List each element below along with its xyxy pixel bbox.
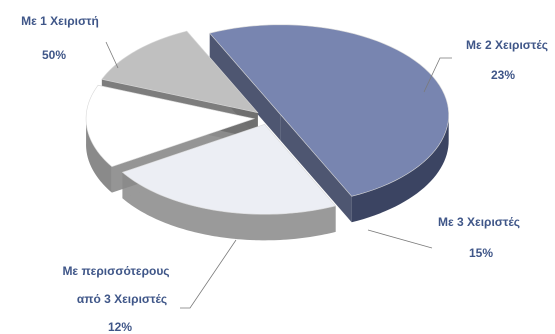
slice-percent-4: 12% [108, 320, 132, 334]
slice-percent-2: 23% [491, 68, 515, 82]
leader-line-slice-4 [180, 239, 237, 309]
pie-slice-3 [85, 84, 256, 167]
pie-slice-1 [209, 24, 449, 197]
pie-slice-4 [101, 30, 259, 114]
slice-1-cut-face-1 [209, 33, 281, 141]
slice-label-2: Με 2 Χειριστές [466, 38, 548, 52]
leader-line-slice-3 [367, 229, 433, 249]
leader-line-slice-1 [105, 41, 119, 69]
leader-line-slice-2 [423, 57, 452, 93]
slice-3-side-wall-1 [86, 117, 112, 193]
slice-percent-3: 15% [469, 246, 493, 260]
slice-label-4-line-2: από 3 Χειριστές [77, 292, 167, 306]
slice-2-side-wall-1 [122, 172, 336, 241]
pie-slice-2 [121, 123, 337, 215]
pie-slices [85, 24, 449, 241]
slice-percent-1: 50% [42, 48, 66, 62]
slice-1-cut-face-2 [280, 114, 352, 223]
slice-label-1: Με 1 Χειριστή [21, 14, 99, 28]
slice-1-side-wall-1 [351, 114, 449, 223]
slice-label-4-line-1: Με περισσότερους [62, 264, 169, 278]
slice-label-3: Με 3 Χειριστές [438, 215, 520, 229]
